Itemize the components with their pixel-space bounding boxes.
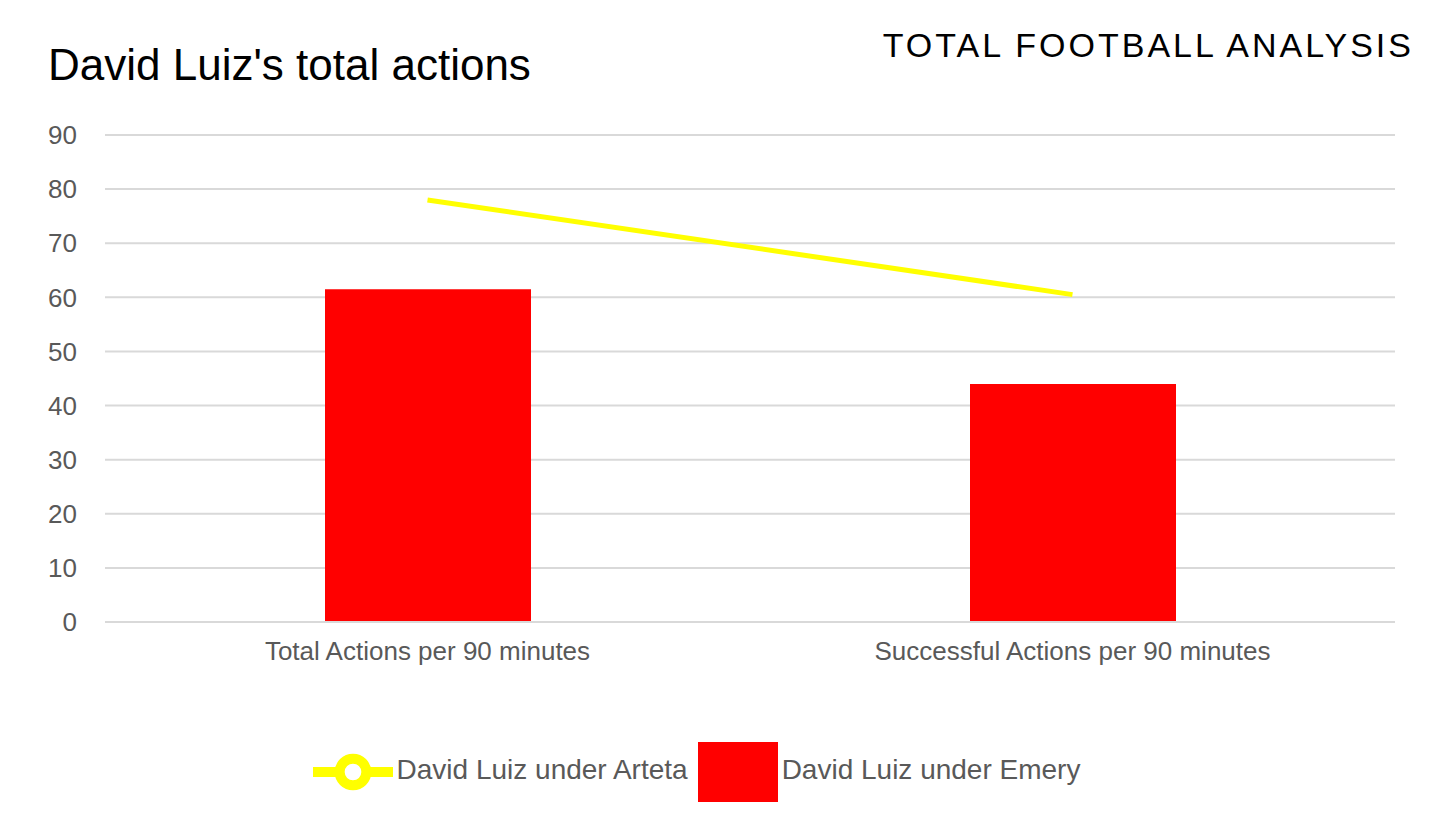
html-text:David Luiz under Arteta: David Luiz under Arteta [396, 754, 688, 786]
svg-text:0: 0 [63, 607, 77, 637]
svg-text:90: 90 [48, 120, 77, 150]
svg-text:20: 20 [48, 499, 77, 529]
svg-text:70: 70 [48, 228, 77, 258]
svg-text:Total Actions per 90 minutes: Total Actions per 90 minutes [265, 636, 590, 666]
svg-text:10: 10 [48, 553, 77, 583]
html-text:Total Football Analysis: Total Football Analysis [882, 26, 1414, 64]
svg-text:30: 30 [48, 445, 77, 475]
html-text:David Luiz's total actions: David Luiz's total actions [48, 40, 531, 89]
html-text:David Luiz under Emery: David Luiz under Emery [781, 754, 1081, 786]
svg-text:50: 50 [48, 337, 77, 367]
svg-text:Successful Actions per 90 minu: Successful Actions per 90 minutes [875, 636, 1271, 666]
svg-text:80: 80 [48, 174, 77, 204]
svg-text:40: 40 [48, 391, 77, 421]
svg-text:60: 60 [48, 283, 77, 313]
